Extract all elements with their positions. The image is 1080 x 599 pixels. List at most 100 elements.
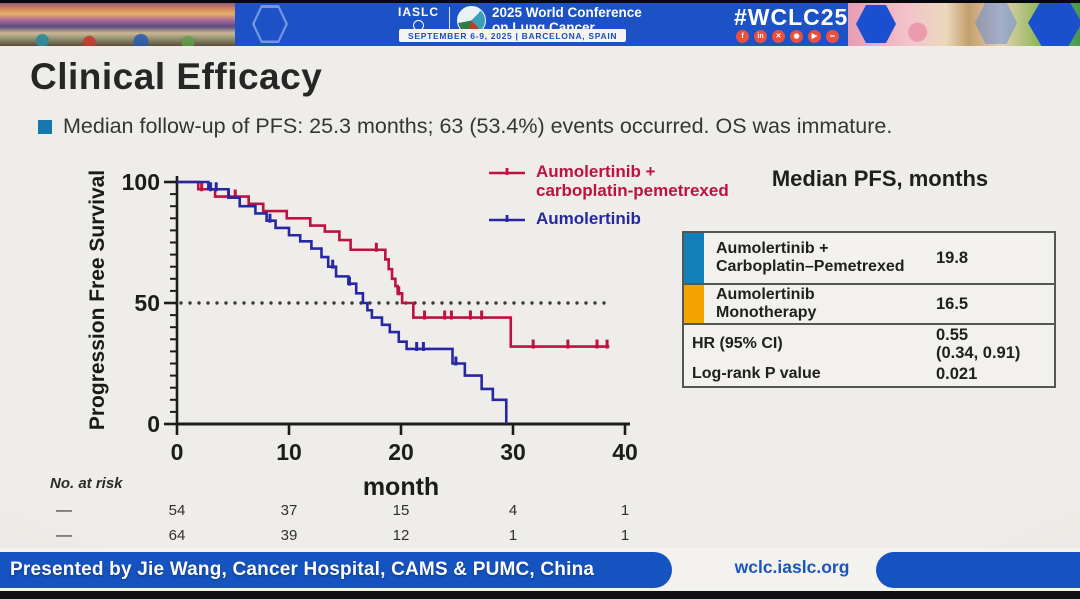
reference-line-dot	[197, 301, 201, 305]
reference-line-dot	[602, 301, 606, 305]
at-risk-value: 39	[281, 527, 298, 544]
at-risk-value: 4	[509, 502, 517, 519]
at-risk-value: 64	[169, 527, 186, 544]
reference-line-dot	[476, 301, 480, 305]
row-label: HR (95% CI)	[692, 334, 783, 352]
presenter-text: Presented by Jie Wang, Cancer Hospital, …	[10, 559, 595, 580]
y-tick-label: 50	[134, 290, 160, 316]
y-tick-label: 0	[147, 411, 160, 437]
blue-line-marker-icon	[489, 215, 525, 223]
x-axis-title: month	[363, 473, 439, 501]
conference-date-location: SEPTEMBER 6-9, 2025 | BARCELONA, SPAIN	[399, 29, 627, 42]
reference-line-dot	[206, 301, 210, 305]
reference-line-dot	[575, 301, 579, 305]
row-value: 16.5	[936, 294, 969, 313]
reference-line-dot	[332, 301, 336, 305]
reference-line-dot	[251, 301, 255, 305]
hexagon-decoration	[856, 5, 896, 43]
reference-line-dot	[449, 301, 453, 305]
reference-line-dot	[395, 301, 399, 305]
table-row-combination: Aumolertinib + Carboplatin–Pemetrexed 19…	[684, 233, 1054, 285]
km-plot: 0 50 100 0 10 20 30 40 Progression Free Survival…	[30, 150, 690, 570]
youtube-icon[interactable]: ▶	[808, 30, 821, 43]
at-risk-value: 1	[509, 527, 517, 544]
table-row-pvalue: Log-rank P value 0.021	[684, 363, 1054, 386]
reference-line-dot	[467, 301, 471, 305]
instagram-icon[interactable]: ◉	[790, 30, 803, 43]
reference-line-dot	[179, 301, 183, 305]
conference-title-line1: 2025 World Conference	[492, 5, 642, 20]
reference-line-dot	[305, 301, 309, 305]
reference-line-dot	[521, 301, 525, 305]
page-title: Clinical Efficacy	[30, 56, 323, 97]
link-icon[interactable]: ∞	[826, 30, 839, 43]
legend-item-combination: Aumolertinib + carboplatin-pemetrexed	[488, 162, 738, 200]
red-line-marker-icon	[489, 168, 525, 175]
bullet-text: Median follow-up of PFS: 25.3 months; 63…	[63, 114, 893, 138]
barcelona-park-guell-photo	[0, 0, 235, 46]
reference-line-dot	[215, 301, 219, 305]
reference-line-dot	[314, 301, 318, 305]
hexagon-decoration-inner	[254, 7, 286, 41]
reference-line-dot	[242, 301, 246, 305]
reference-line-dot	[350, 301, 354, 305]
x-tick-label: 10	[276, 439, 302, 465]
facebook-icon[interactable]: f	[736, 30, 749, 43]
at-risk-row-marker: —	[56, 527, 72, 544]
reference-line-dot	[260, 301, 264, 305]
screen-top-edge	[0, 0, 1080, 3]
reference-line-dot	[386, 301, 390, 305]
reference-line-dot	[269, 301, 273, 305]
footer-right-pill	[876, 552, 1080, 588]
chart-legend: Aumolertinib + carboplatin-pemetrexed Au…	[488, 162, 738, 237]
reference-line-dot	[440, 301, 444, 305]
median-pfs-table: Aumolertinib + Carboplatin–Pemetrexed 19…	[682, 231, 1056, 388]
row-label: Aumolertinib + Carboplatin–Pemetrexed	[716, 239, 905, 275]
reference-line-dot	[188, 301, 192, 305]
screen-bottom-edge	[0, 591, 1080, 599]
conference-website-link[interactable]: wclc.iaslc.org	[734, 557, 850, 577]
reference-line-dot	[422, 301, 426, 305]
reference-line-dot	[539, 301, 543, 305]
at-risk-value: 1	[621, 527, 629, 544]
reference-line-dot	[494, 301, 498, 305]
row-label: Aumolertinib Monotherapy	[716, 285, 817, 321]
reference-line-dot	[593, 301, 597, 305]
row-value: 19.8	[936, 248, 969, 267]
banner-divider	[449, 7, 450, 33]
x-tick-label: 30	[500, 439, 526, 465]
km-plot-svg: 0 50 100 0 10 20 30 40 Progression Free Survival…	[50, 169, 638, 544]
at-risk-value: 12	[393, 527, 410, 544]
y-tick-label: 100	[122, 169, 160, 195]
legend-item-monotherapy: Aumolertinib	[488, 209, 738, 228]
reference-line-dot	[233, 301, 237, 305]
linkedin-icon[interactable]: in	[754, 30, 767, 43]
y-axis-title: Progression Free Survival	[86, 170, 109, 430]
at-risk-value: 37	[281, 502, 298, 519]
reference-line-dot	[458, 301, 462, 305]
reference-line-dot	[548, 301, 552, 305]
reference-line-dot	[368, 301, 372, 305]
row-value: 0.021	[936, 365, 978, 384]
reference-line-dot	[557, 301, 561, 305]
at-risk-label: No. at risk	[50, 475, 123, 492]
x-icon[interactable]: ✕	[772, 30, 785, 43]
conference-banner: IASLC 2025 World Conference on Lung Canc…	[0, 0, 1080, 46]
social-icons-row: f in ✕ ◉ ▶ ∞	[736, 30, 839, 43]
at-risk-value: 1	[621, 502, 629, 519]
reference-line-dot	[512, 301, 516, 305]
reference-line-dot	[566, 301, 570, 305]
bullet-line: Median follow-up of PFS: 25.3 months; 63…	[38, 114, 892, 139]
presenter-banner: Presented by Jie Wang, Cancer Hospital, …	[0, 552, 672, 588]
reference-line-dot	[224, 301, 228, 305]
at-risk-value: 15	[393, 502, 410, 519]
bullet-square-icon	[38, 119, 52, 134]
reference-line-dot	[278, 301, 282, 305]
reference-line-dot	[287, 301, 291, 305]
slide-body: Clinical Efficacy Median follow-up of PF…	[0, 46, 1080, 548]
reference-line-dot	[377, 301, 381, 305]
x-tick-label: 40	[612, 439, 638, 465]
table-row-hr: HR (95% CI) 0.55 (0.34, 0.91)	[684, 325, 1054, 363]
orange-swatch	[684, 285, 704, 323]
reference-line-dot	[296, 301, 300, 305]
